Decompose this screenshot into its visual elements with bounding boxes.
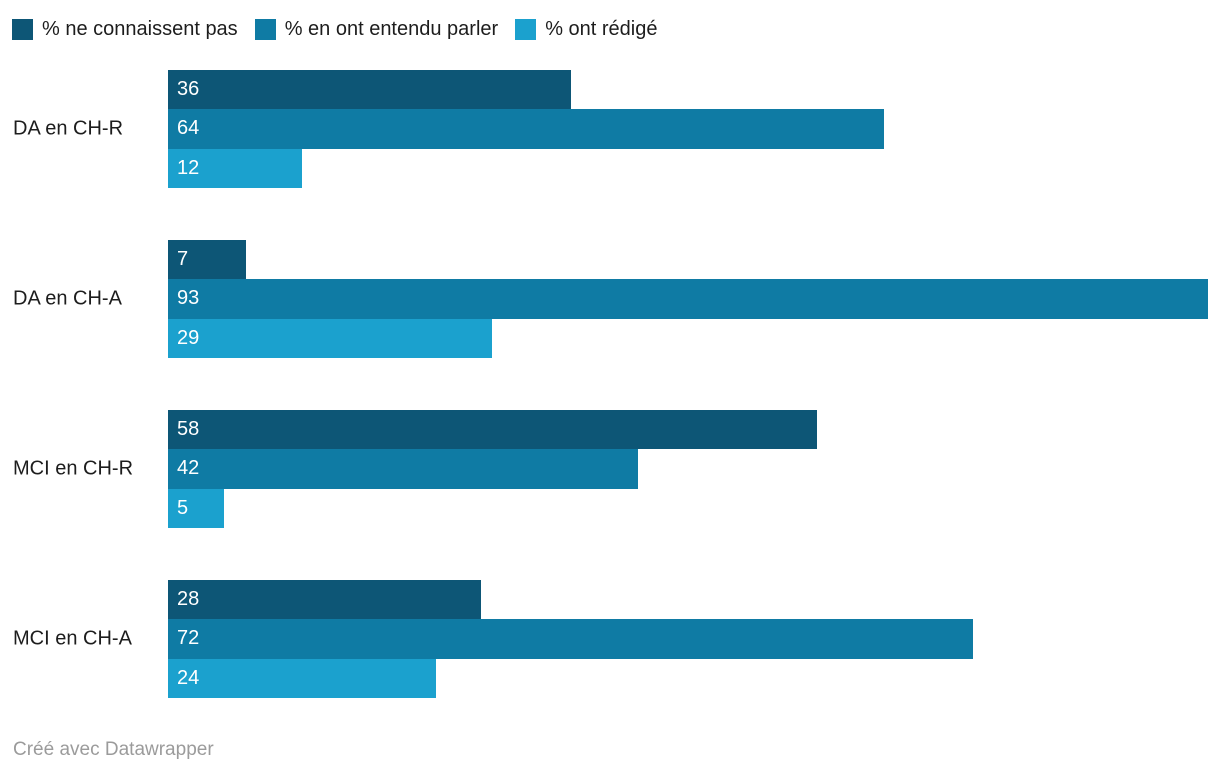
legend-item: % ne connaissent pas (12, 18, 238, 40)
bar: 28 (168, 580, 482, 620)
legend: % ne connaissent pas % en ont entendu par… (12, 18, 657, 40)
bar-value-label: 5 (177, 496, 189, 519)
bar-value-label: 24 (177, 666, 200, 689)
bar-value-label: 93 (177, 287, 200, 310)
bar: 7 (168, 240, 247, 280)
credit-text: Créé avec Datawrapper (13, 739, 214, 760)
category-label: DA en CH-R (13, 117, 124, 140)
bar-track: 36 64 12 (168, 70, 1208, 188)
bar: 42 (168, 449, 638, 489)
bar-value-label: 29 (177, 326, 200, 349)
legend-label: % ont rédigé (545, 18, 658, 40)
category-label: MCI en CH-R (13, 457, 134, 480)
bar: 24 (168, 658, 437, 698)
legend-item: % en ont entendu parler (254, 18, 499, 40)
attribution: Créé avec Datawrapper (13, 739, 214, 761)
bar: 12 (168, 148, 303, 188)
bar-group: DA en CH-R 36 64 12 (0, 70, 1220, 188)
bar: 29 (168, 318, 493, 358)
bar: 64 (168, 109, 884, 149)
legend-swatch (254, 18, 276, 40)
bar: 72 (168, 619, 974, 659)
legend-item: % ont rédigé (515, 18, 657, 40)
chart-area: DA en CH-R 36 64 12 DA en CH-A 7 93 29 MCI en CH… (0, 70, 1220, 698)
legend-swatch (515, 18, 537, 40)
bar-value-label: 42 (177, 457, 200, 480)
bar: 93 (168, 279, 1208, 319)
bar-group: DA en CH-A 7 93 29 (0, 240, 1220, 358)
bar-value-label: 36 (177, 78, 200, 100)
bar-track: 58 42 5 (168, 410, 1208, 528)
bar-value-label: 72 (177, 627, 200, 650)
bar: 58 (168, 410, 817, 450)
legend-label: % en ont entendu parler (284, 18, 499, 40)
bar: 36 (168, 70, 571, 110)
legend-label: % ne connaissent pas (42, 18, 238, 40)
legend-swatch (12, 18, 33, 40)
bar-value-label: 12 (177, 156, 200, 179)
category-label: MCI en CH-A (13, 627, 132, 650)
bar-value-label: 28 (177, 588, 200, 610)
category-label: DA en CH-A (13, 287, 122, 310)
bar-group: MCI en CH-R 58 42 5 (0, 410, 1220, 528)
bar: 5 (168, 488, 224, 528)
bar-track: 7 93 29 (168, 240, 1208, 358)
bar-group: MCI en CH-A 28 72 24 (0, 580, 1220, 698)
bar-value-label: 64 (177, 117, 200, 140)
bar-value-label: 58 (177, 418, 200, 440)
bar-value-label: 7 (177, 248, 189, 270)
bar-track: 28 72 24 (168, 580, 1208, 698)
